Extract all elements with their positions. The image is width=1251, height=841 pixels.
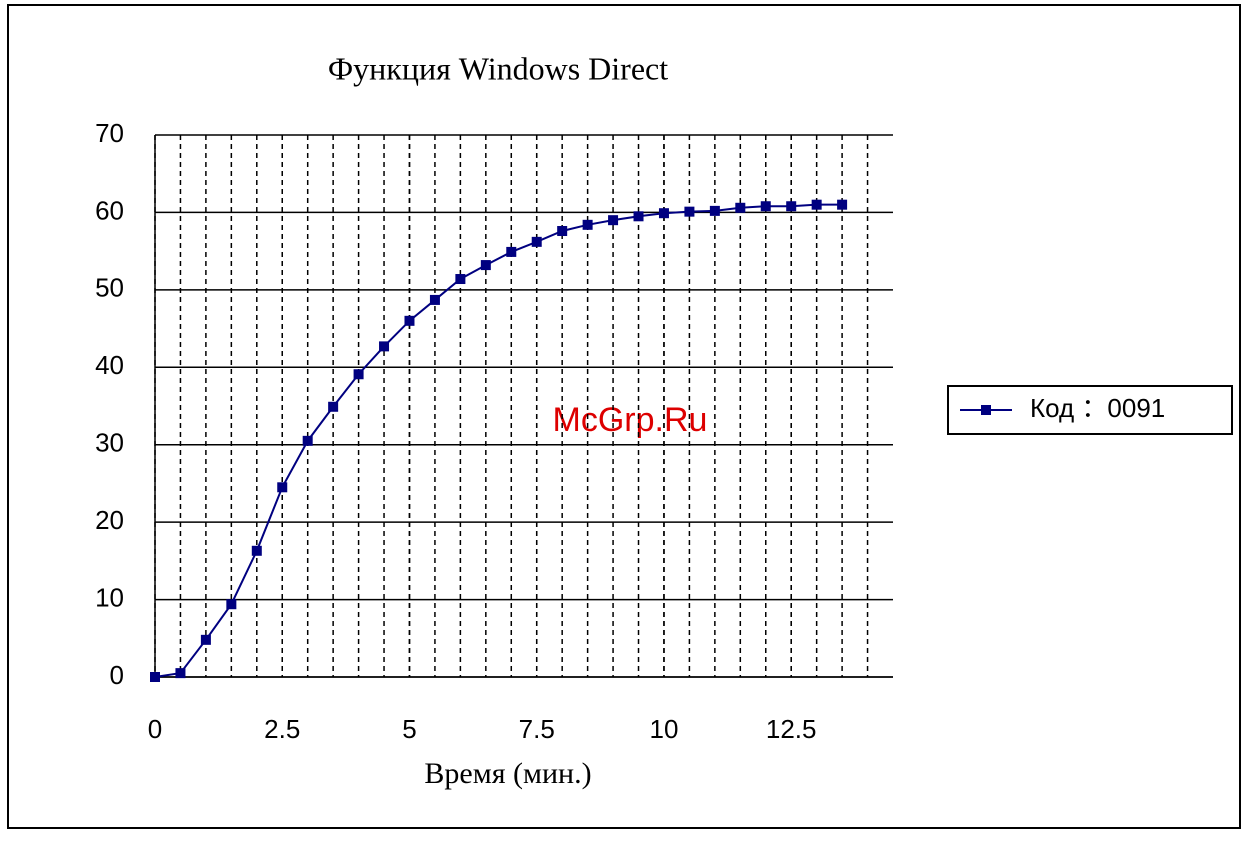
x-tick-label: 5 — [402, 714, 416, 744]
y-tick-label: 20 — [95, 505, 124, 535]
data-point — [684, 206, 695, 217]
x-tick-label: 12.5 — [766, 714, 817, 744]
data-point — [328, 401, 339, 412]
series-line — [154, 203, 843, 678]
data-point — [302, 435, 313, 446]
data-point — [455, 274, 466, 285]
chart-title: Функция Windows Direct — [328, 50, 668, 86]
y-tick-label: 10 — [95, 582, 124, 612]
data-point — [226, 599, 237, 610]
y-tick-label: 40 — [95, 350, 124, 380]
data-point — [811, 199, 822, 210]
data-point — [379, 341, 390, 352]
data-point — [837, 199, 848, 210]
x-tick-label: 7.5 — [519, 714, 555, 744]
data-point — [735, 202, 746, 213]
data-point — [175, 668, 186, 679]
y-tick-label: 30 — [95, 428, 124, 458]
legend-marker — [981, 405, 991, 415]
watermark: McGrp.Ru — [553, 401, 708, 439]
x-tick-label: 0 — [148, 714, 162, 744]
data-point — [557, 226, 568, 237]
data-point — [251, 545, 262, 556]
data-point — [506, 246, 517, 257]
data-point — [353, 369, 364, 380]
x-axis-label: Время (мин.) — [424, 757, 591, 790]
data-point — [200, 634, 211, 645]
y-tick-label: 50 — [95, 273, 124, 303]
x-tick-label: 2.5 — [264, 714, 300, 744]
data-point — [786, 201, 797, 212]
data-point — [404, 315, 415, 326]
data-point — [150, 672, 160, 682]
data-point — [608, 215, 619, 226]
data-point — [480, 260, 491, 271]
data-point — [633, 211, 644, 222]
legend-label: Код ：0091 — [1030, 393, 1165, 423]
data-point — [277, 482, 288, 493]
data-point — [582, 219, 593, 230]
y-tick-label: 0 — [110, 660, 124, 690]
data-point — [760, 201, 771, 212]
data-point — [709, 205, 720, 216]
y-tick-label: 60 — [95, 195, 124, 225]
data-point — [658, 208, 669, 219]
data-point — [429, 294, 440, 305]
y-tick-label: 70 — [95, 118, 124, 148]
data-point — [531, 236, 542, 247]
x-tick-label: 10 — [650, 714, 679, 744]
